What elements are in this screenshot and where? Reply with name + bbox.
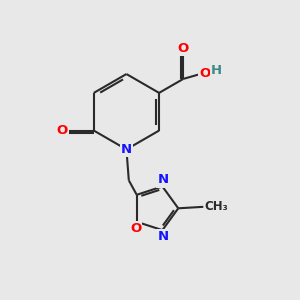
Text: O: O (130, 222, 141, 235)
Text: N: N (121, 143, 132, 156)
Text: N: N (158, 173, 169, 187)
Text: CH₃: CH₃ (205, 200, 228, 213)
Text: O: O (178, 42, 189, 55)
Text: O: O (199, 67, 210, 80)
Text: H: H (211, 64, 222, 77)
Text: O: O (56, 124, 68, 137)
Text: N: N (158, 230, 169, 243)
